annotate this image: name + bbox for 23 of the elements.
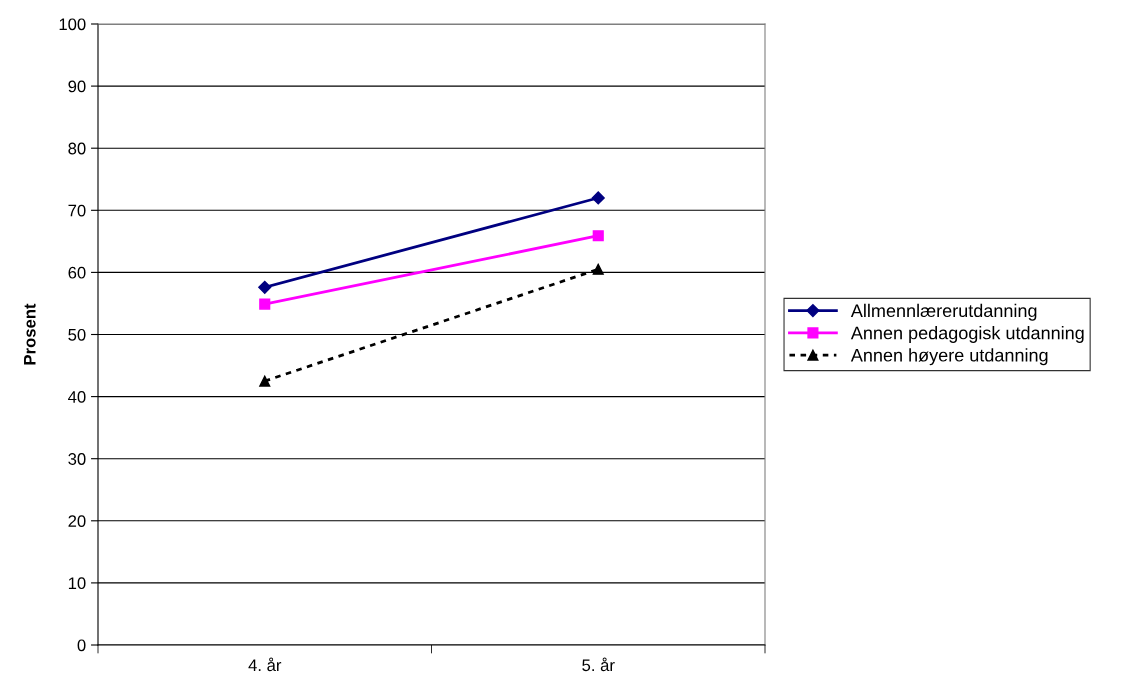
point bbox=[591, 191, 605, 205]
point bbox=[592, 263, 604, 275]
y-tick-label: 70 bbox=[68, 204, 86, 217]
y-tick-label: 100 bbox=[59, 18, 86, 31]
y-tick-label: 40 bbox=[68, 391, 86, 403]
point bbox=[259, 375, 271, 387]
point bbox=[259, 298, 271, 310]
legend-label: Annen høyere utdanning bbox=[850, 348, 1048, 366]
x-tick-label: 5. år bbox=[582, 657, 615, 672]
y-tick-label: 20 bbox=[68, 515, 86, 527]
y-tick-label: 80 bbox=[68, 142, 86, 155]
y-tick-label: 60 bbox=[68, 266, 86, 279]
legend-label: Annen pedagogisk utdanning bbox=[850, 326, 1084, 343]
y-tick-label: 90 bbox=[68, 80, 86, 93]
y-tick-label: 10 bbox=[68, 577, 86, 590]
y-tick-label: 50 bbox=[68, 328, 86, 341]
x-tick-label: 4. år bbox=[248, 657, 282, 672]
legend-label: Allmennlærerutdanning bbox=[850, 303, 1037, 321]
y-axis-title: Prosent bbox=[24, 303, 36, 365]
y-tick-label: 30 bbox=[68, 453, 86, 465]
point bbox=[258, 280, 272, 294]
point bbox=[592, 230, 604, 242]
y-tick-label: 0 bbox=[77, 639, 86, 652]
